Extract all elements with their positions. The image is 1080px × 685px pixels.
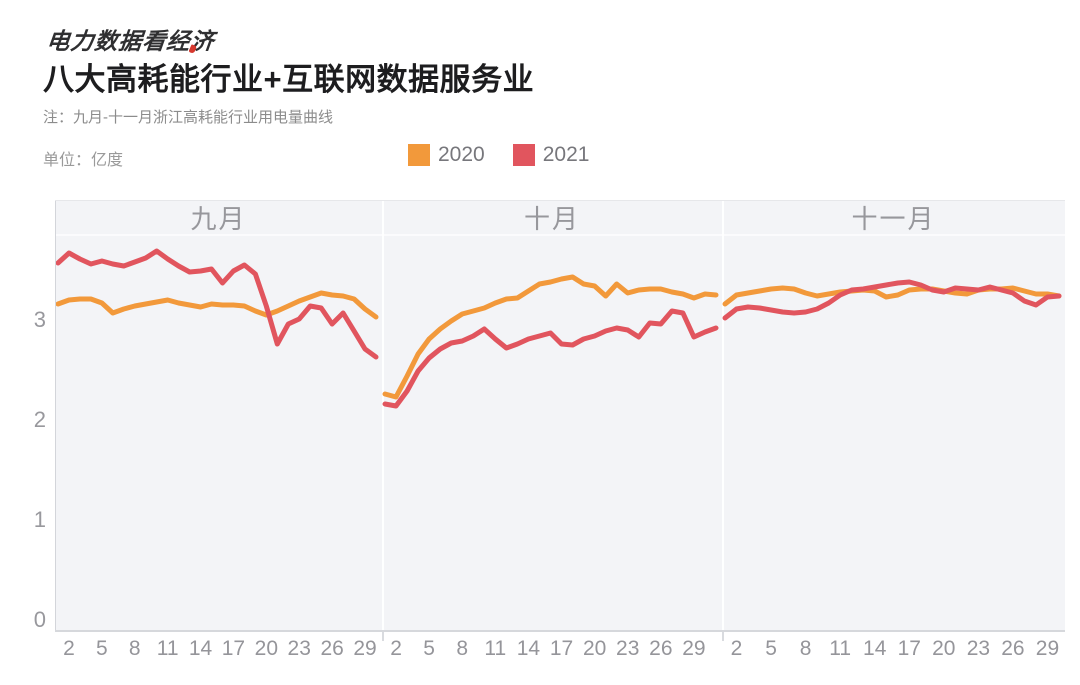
x-tick-label: 26 [1001, 637, 1025, 660]
x-tick-label: 17 [221, 637, 246, 660]
month-header-october: 十月 [382, 201, 722, 234]
panel-separator-2 [722, 201, 724, 632]
y-tick-label: 0 [33, 607, 46, 632]
y-tick-label: 1 [33, 507, 46, 532]
x-tick-label: 29 [353, 637, 377, 660]
brand-logo-text: 电力数据看经 [45, 28, 192, 54]
x-tick-label: 5 [96, 637, 108, 660]
x-tick-label: 17 [549, 637, 574, 660]
axis-notch-1 [382, 632, 384, 641]
x-tick-label: 11 [829, 637, 852, 660]
x-tick-label: 2 [63, 637, 75, 660]
series-line-2021-panel2 [382, 308, 719, 409]
y-axis-labels: 0 1 2 3 [0, 0, 55, 685]
series-line-2020-panel1 [55, 290, 379, 320]
x-tick-label: 26 [320, 637, 344, 660]
x-tick-label: 20 [254, 637, 279, 660]
x-tick-label: 2 [730, 637, 743, 660]
x-tick-label: 2 [390, 637, 402, 660]
x-tick-label: 29 [682, 637, 706, 660]
x-tick-label: 11 [156, 637, 179, 660]
month-header-row: 九月 十月 十一月 [55, 201, 1065, 234]
x-axis-line [55, 630, 1065, 632]
legend-item-2021: 2021 [512, 143, 590, 167]
month-header-november: 十一月 [722, 201, 1065, 234]
brand-logo: 电力数据看经济 [45, 22, 217, 56]
x-tick-label: 14 [863, 637, 887, 660]
x-tick-label: 29 [1035, 637, 1060, 660]
month-header-underline [55, 234, 1065, 236]
plot-svg [55, 248, 1062, 409]
page-title: 八大高耗能行业+互联网数据服务业 [43, 62, 535, 97]
legend-label-2020: 2020 [438, 143, 485, 166]
x-tick-label: 8 [799, 637, 812, 660]
unit-label: 单位：亿度 [43, 152, 124, 169]
x-tick-label: 23 [966, 637, 991, 660]
x-tick-label: 17 [897, 637, 921, 660]
chart-area: 九月 十月 十一月 [55, 200, 1065, 641]
legend-item-2020: 2020 [408, 143, 485, 167]
series-line-2020-panel2 [382, 274, 719, 400]
x-tick-label: 26 [649, 637, 673, 660]
x-tick-label: 23 [616, 637, 640, 660]
panel-separator-1 [382, 201, 384, 632]
month-header-september: 九月 [55, 201, 382, 234]
x-tick-label: 14 [188, 637, 213, 660]
x-tick-label: 5 [765, 637, 777, 660]
month-label-october: 十月 [523, 204, 580, 234]
y-tick-label: 2 [33, 407, 46, 432]
y-tick-label: 3 [33, 307, 46, 332]
month-label-september: 九月 [190, 204, 247, 234]
x-tick-label: 11 [484, 637, 507, 660]
x-tick-label: 5 [423, 637, 435, 660]
legend-label-2021: 2021 [542, 143, 590, 166]
x-axis-labels: 2 5 8 11 14 17 20 23 26 29 2 5 8 11 14 17 20 23 26 29 2 5 8 11 1… [0, 637, 1080, 663]
x-tick-label: 8 [128, 637, 141, 660]
x-tick-label: 14 [516, 637, 541, 660]
month-label-november: 十一月 [851, 204, 936, 234]
legend: 2020 2021 [408, 143, 589, 167]
x-tick-label: 23 [287, 637, 311, 660]
legend-swatch-2020 [408, 144, 430, 166]
series-line-2021-panel1 [55, 248, 379, 360]
x-tick-label: 20 [932, 637, 956, 660]
chart-note: 注：九月-十一月浙江高耗能行业用电量曲线 [43, 109, 333, 126]
series-line-2021-panel3 [722, 279, 1062, 321]
y-axis-line [55, 201, 56, 632]
x-tick-label: 8 [456, 637, 469, 660]
x-tick-label: 20 [582, 637, 607, 660]
axis-notch-2 [722, 632, 724, 641]
legend-swatch-2021 [512, 144, 535, 166]
